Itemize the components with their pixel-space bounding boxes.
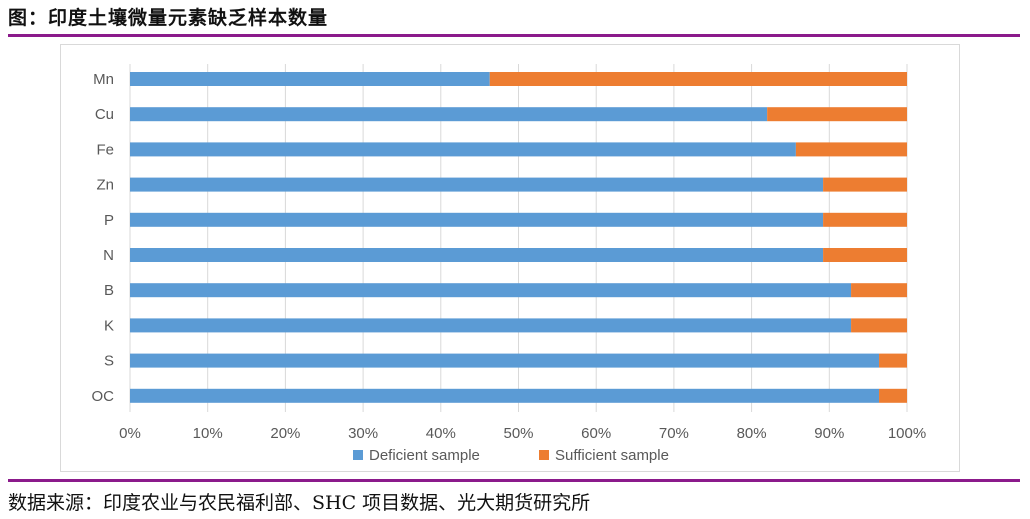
y-tick-label: Cu <box>95 106 114 123</box>
bar-deficient <box>130 388 880 403</box>
x-tick-label: 10% <box>193 425 223 442</box>
x-tick-label: 30% <box>348 425 378 442</box>
bar-sufficient <box>767 107 907 122</box>
x-tick-label: 80% <box>737 425 767 442</box>
y-tick-label: S <box>104 353 114 370</box>
page-title: 图：印度土壤微量元素缺乏样本数量 <box>8 7 329 29</box>
bar-sufficient <box>489 72 907 86</box>
x-tick-label: 20% <box>270 425 300 442</box>
x-tick-label: 60% <box>581 425 611 442</box>
bottom-divider <box>8 479 1020 482</box>
x-tick-label: 70% <box>659 425 689 442</box>
bar-sufficient <box>823 248 907 262</box>
bar-sufficient <box>879 388 907 403</box>
bar-deficient <box>130 142 796 157</box>
bar-deficient <box>130 212 824 227</box>
y-tick-label: K <box>104 317 114 334</box>
bar-sufficient <box>823 177 907 192</box>
y-tick-label: B <box>104 282 114 299</box>
bar-sufficient <box>851 318 907 333</box>
bar-deficient <box>130 107 768 122</box>
legend-label: Deficient sample <box>369 447 480 464</box>
x-tick-label: 100% <box>888 425 926 442</box>
x-tick-label: 40% <box>426 425 456 442</box>
source-note: 数据来源：印度农业与农民福利部、SHC 项目数据、光大期货研究所 <box>8 492 591 514</box>
bar-deficient <box>130 318 852 333</box>
bar-deficient <box>130 177 824 192</box>
legend-label: Sufficient sample <box>555 447 669 464</box>
x-tick-label: 50% <box>503 425 533 442</box>
y-tick-label: Zn <box>96 177 114 194</box>
bar-deficient <box>130 248 824 262</box>
bar-deficient <box>130 353 880 368</box>
bar-sufficient <box>879 353 907 368</box>
y-tick-label: P <box>104 212 114 229</box>
bar-deficient <box>130 72 490 86</box>
legend-swatch <box>353 450 363 460</box>
bar-deficient <box>130 283 852 298</box>
y-tick-label: N <box>103 247 114 264</box>
y-tick-label: Fe <box>96 141 114 158</box>
y-tick-label: Mn <box>93 71 114 88</box>
x-tick-label: 0% <box>119 425 141 442</box>
bar-sufficient <box>795 142 907 157</box>
x-tick-label: 90% <box>814 425 844 442</box>
bar-sufficient <box>823 212 907 227</box>
bar-sufficient <box>851 283 907 298</box>
top-divider <box>8 34 1020 37</box>
y-tick-label: OC <box>92 388 115 405</box>
legend-swatch <box>539 450 549 460</box>
